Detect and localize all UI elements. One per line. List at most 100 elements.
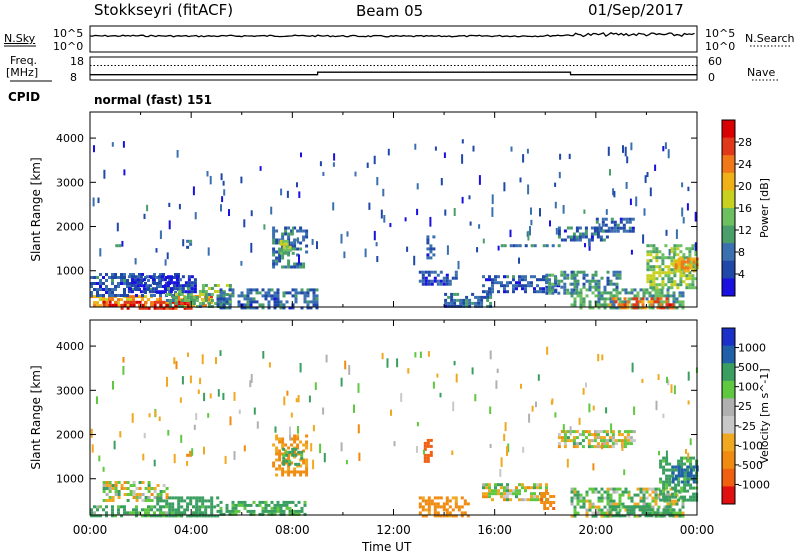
velocity-echo-cell [618,496,622,500]
velocity-echo-cell [186,508,189,512]
velocity-echo-cell [237,509,241,513]
velocity-echo-cell [605,445,609,449]
power-echo-cell [278,238,282,242]
power-echo-cell [462,304,466,308]
velocity-echo-cell [662,508,666,512]
velocity-echo-cell [573,505,577,509]
power-echo-cell [189,296,193,299]
velocity-echo-cell [648,511,652,515]
power-echo-cell [688,277,692,281]
power-echo-cell [288,245,292,249]
velocity-scatter-cell [243,445,246,452]
power-colorbar-tick-label: 24 [738,158,752,171]
velocity-echo-cell [296,434,300,438]
velocity-echo-cell [666,502,670,506]
power-echo-cell [548,285,552,289]
velocity-echo-cell [665,498,669,502]
velocity-echo-cell [629,442,633,446]
velocity-echo-cell [680,480,684,484]
power-echo-cell [275,238,279,242]
power-echo-cell [615,282,619,286]
power-scatter-cell [457,260,460,270]
cpid-value: normal (fast) 151 [94,93,212,107]
power-echo-cell [626,300,630,304]
velocity-echo-cell [162,499,166,503]
power-echo-cell [272,262,276,266]
velocity-echo-cell [579,505,583,509]
power-echo-cell [566,288,570,292]
power-echo-cell [661,277,665,281]
power-echo-cell [284,229,288,233]
power-colorbar-swatch [722,172,735,191]
power-echo-cell [515,287,518,291]
velocity-echo-cell [488,486,491,490]
power-echo-cell [108,288,111,291]
velocity-echo-cell [111,487,115,490]
power-echo-cell [644,306,648,310]
velocity-echo-cell [659,480,663,484]
power-echo-cell [198,295,201,299]
power-echo-cell [560,238,564,242]
power-echo-cell [605,235,609,239]
power-echo-cell [276,300,280,304]
power-echo-cell [141,273,144,276]
power-echo-cell [491,290,494,294]
power-echo-cell [148,284,152,288]
power-echo-cell [430,279,434,283]
power-echo-cell [273,303,277,307]
velocity-echo-cell [573,514,577,518]
velocity-echo-cell [285,453,289,457]
power-echo-cell [105,279,108,282]
power-echo-cell [670,259,674,263]
velocity-echo-cell [165,499,169,503]
power-scatter-cell [694,242,697,251]
velocity-echo-cell [543,507,547,510]
power-echo-cell [281,244,285,248]
power-echo-cell [123,300,127,304]
power-echo-cell [480,295,484,299]
power-echo-cell [667,268,671,272]
velocity-echo-cell [533,486,536,490]
power-echo-cell [183,296,187,299]
power-echo-cell [673,283,677,287]
velocity-echo-cell [488,495,491,499]
velocity-echo-cell [552,501,556,504]
power-echo-cell [156,300,160,304]
velocity-echo-cell [448,514,452,518]
velocity-echo-cell [626,505,630,509]
power-echo-cell [193,284,197,288]
power-echo-cell [255,306,259,310]
velocity-echo-cell [162,484,166,487]
velocity-scatter-cell [452,401,455,412]
power-echo-cell [123,282,126,285]
power-echo-cell [542,275,545,279]
velocity-echo-cell [585,508,589,512]
velocity-echo-cell [689,477,693,481]
power-echo-cell [563,270,567,274]
power-echo-cell [273,294,277,298]
velocity-echo-cell [135,514,138,518]
velocity-echo-cell [285,500,289,504]
velocity-echo-cell [503,492,506,496]
velocity-echo-cell [494,492,497,496]
velocity-scatter-cell [215,357,217,365]
velocity-scatter-cell [180,434,183,443]
power-echo-cell [471,301,475,305]
velocity-echo-cell [570,514,574,518]
power-colorbar-swatch [722,243,735,262]
velocity-echo-cell [650,508,654,512]
velocity-scatter-cell [195,413,198,420]
power-echo-cell [219,294,223,298]
power-echo-cell [581,232,585,236]
power-echo-cell [579,297,583,301]
velocity-echo-cell [614,505,618,509]
power-echo-cell [249,306,253,310]
velocity-colorbar-tick-label: 500 [738,361,759,374]
power-scatter-cell [99,248,102,257]
power-echo-cell [130,275,134,279]
power-echo-cell [279,239,283,243]
power-echo-cell [627,291,631,295]
power-echo-cell [489,292,493,296]
velocity-scatter-cell [390,409,392,416]
velocity-echo-cell [662,511,666,515]
